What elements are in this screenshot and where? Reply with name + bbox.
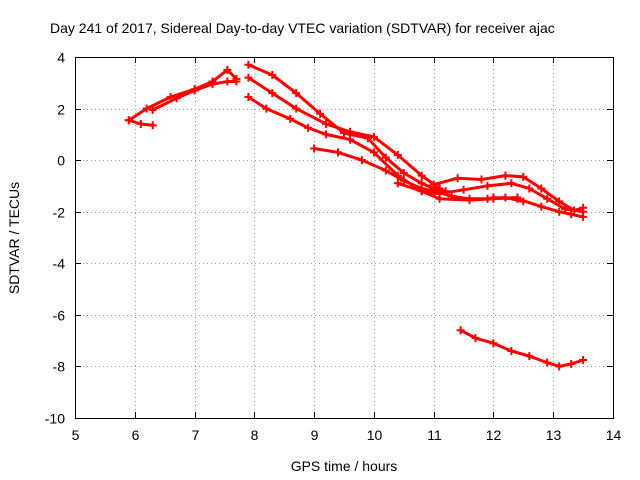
data-point — [369, 132, 378, 141]
data-point — [429, 180, 438, 189]
data-point — [148, 121, 157, 130]
data-point — [477, 175, 486, 184]
data-point — [223, 77, 232, 86]
data-point — [232, 77, 241, 86]
data-point — [334, 148, 342, 157]
data-point — [417, 171, 426, 180]
y-tick-label: 0 — [57, 153, 65, 169]
data-point — [525, 184, 534, 193]
data-point — [244, 73, 253, 82]
x-tick-label: 11 — [427, 427, 442, 443]
data-point — [190, 86, 199, 95]
data-point — [142, 104, 151, 113]
data-point — [447, 192, 456, 201]
x-tick-label: 13 — [546, 427, 562, 443]
data-point — [483, 181, 492, 190]
x-tick-label: 12 — [486, 427, 502, 443]
data-point — [262, 104, 271, 113]
data-point — [555, 207, 564, 216]
chart-title: Day 241 of 2017, Sidereal Day-to-day VTE… — [50, 20, 555, 36]
data-point — [399, 176, 408, 185]
y-tick-label: -10 — [45, 411, 65, 427]
data-series — [124, 60, 588, 371]
x-axis-label: GPS time / hours — [291, 458, 398, 474]
data-point — [346, 135, 354, 144]
data-point — [136, 120, 145, 128]
data-point — [381, 153, 390, 162]
data-point — [501, 171, 510, 180]
data-point — [579, 203, 588, 212]
data-point — [223, 65, 232, 74]
data-point — [381, 166, 390, 175]
plot-frame — [75, 57, 614, 419]
data-point — [417, 187, 426, 196]
data-point — [304, 123, 313, 132]
x-tick-label: 8 — [251, 427, 259, 443]
data-point — [579, 356, 588, 364]
series-line-track-f — [396, 181, 585, 214]
data-point — [579, 212, 588, 221]
data-point — [244, 60, 253, 69]
data-point — [555, 197, 564, 206]
data-point — [507, 347, 516, 355]
data-point — [346, 127, 354, 136]
data-point — [286, 114, 295, 123]
data-point — [567, 359, 576, 368]
y-tick-label: 2 — [57, 102, 65, 118]
data-point — [567, 210, 576, 219]
data-point — [489, 339, 498, 348]
data-point — [357, 156, 366, 165]
data-point — [471, 334, 480, 343]
data-point — [525, 352, 534, 361]
data-point — [208, 80, 217, 89]
x-tick-label: 14 — [606, 427, 622, 443]
y-axis-label: SDTVAR / TECUs — [6, 182, 22, 294]
data-point — [453, 174, 462, 183]
data-point — [537, 184, 546, 193]
data-point — [513, 194, 522, 203]
data-point — [465, 194, 474, 203]
data-point — [322, 130, 331, 139]
data-point — [519, 172, 528, 181]
x-tick-label: 9 — [311, 427, 319, 443]
data-point — [244, 93, 253, 101]
data-point — [543, 358, 552, 367]
data-point — [322, 120, 331, 128]
data-point — [459, 185, 468, 194]
x-tick-label: 7 — [192, 427, 200, 443]
data-point — [555, 362, 564, 371]
data-point — [268, 89, 277, 98]
grid-lines — [75, 57, 613, 418]
tick-labels: 5 6 7 8 9 10 11 12 13 14 -10 -8 -6 -4 -2 0 2 4 — [45, 50, 622, 444]
x-tick-label: 10 — [367, 427, 383, 443]
y-tick-label: 4 — [57, 50, 65, 66]
x-tick-label: 6 — [132, 427, 140, 443]
data-point — [435, 189, 444, 198]
data-point — [393, 179, 402, 188]
data-point — [292, 89, 301, 98]
data-point — [483, 194, 492, 203]
data-point — [489, 193, 498, 202]
x-tick-label: 5 — [72, 427, 80, 443]
data-point — [292, 104, 301, 113]
data-point — [456, 326, 465, 335]
y-tick-label: -2 — [53, 205, 66, 221]
data-point — [268, 71, 277, 79]
data-point — [369, 148, 378, 157]
y-tick-label: -8 — [53, 359, 66, 375]
data-point — [310, 144, 319, 153]
data-point — [124, 116, 133, 125]
data-point — [148, 105, 157, 114]
y-tick-label: -6 — [53, 308, 66, 324]
data-point — [393, 151, 402, 159]
data-point — [172, 94, 181, 103]
data-point — [543, 194, 552, 203]
data-point — [399, 169, 408, 177]
y-tick-label: -4 — [53, 256, 66, 272]
data-point — [316, 109, 325, 118]
data-point — [537, 202, 546, 211]
data-point — [507, 179, 516, 188]
